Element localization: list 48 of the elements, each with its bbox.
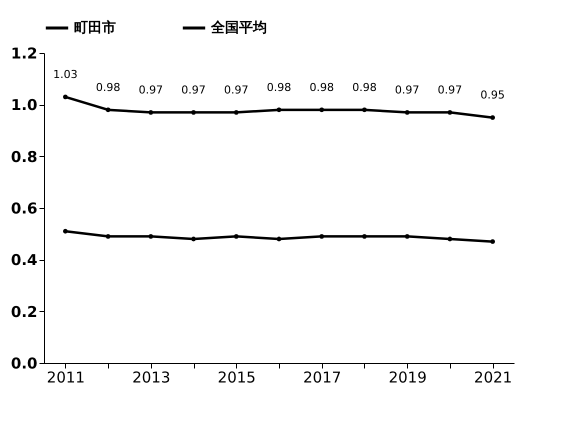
data-label: 0.97 xyxy=(138,83,164,96)
point xyxy=(106,107,110,112)
point xyxy=(490,115,495,120)
x-tick-label: 2011 xyxy=(46,368,85,386)
point xyxy=(404,234,410,239)
data-label: 0.97 xyxy=(181,83,206,96)
data-label: 0.98 xyxy=(96,80,120,94)
data-label: 0.97 xyxy=(394,83,420,96)
point xyxy=(191,110,196,115)
data-label: 0.98 xyxy=(266,80,292,94)
y-tick-label: 1.0 xyxy=(10,96,38,114)
point xyxy=(276,107,282,112)
data-label: 0.98 xyxy=(352,80,377,94)
data-label: 0.97 xyxy=(224,83,249,96)
point xyxy=(448,110,452,115)
point xyxy=(362,234,367,239)
x-tick-label: 2017 xyxy=(303,368,342,386)
point xyxy=(191,236,196,242)
y-tick-label: 0.8 xyxy=(10,148,38,166)
legend-label: 全国平均 xyxy=(210,20,267,36)
point xyxy=(63,228,68,234)
x-tick-label: 2021 xyxy=(474,368,512,386)
point xyxy=(448,236,452,242)
point xyxy=(319,234,324,239)
point xyxy=(148,234,154,239)
point xyxy=(319,107,324,112)
point xyxy=(490,239,495,244)
y-tick-label: 0.4 xyxy=(10,251,38,270)
data-label: 1.03 xyxy=(53,68,78,81)
point xyxy=(148,110,154,115)
x-tick-label: 2019 xyxy=(388,368,427,386)
y-tick-label: 0.2 xyxy=(10,302,38,321)
x-tick-label: 2013 xyxy=(132,368,170,386)
point xyxy=(106,234,110,239)
point xyxy=(362,107,367,112)
y-tick-label: 1.2 xyxy=(10,44,38,62)
point xyxy=(234,110,239,115)
y-tick-label: 0.6 xyxy=(10,200,38,218)
legend-label: 町田市 xyxy=(74,19,116,36)
data-label: 0.95 xyxy=(480,88,505,102)
y-tick-label: 0.0 xyxy=(10,354,38,372)
data-label: 0.97 xyxy=(438,83,462,96)
point xyxy=(234,234,239,239)
point xyxy=(63,94,68,100)
x-tick-label: 2015 xyxy=(218,368,256,386)
point xyxy=(404,110,410,115)
data-label: 0.98 xyxy=(309,80,334,94)
point xyxy=(276,236,282,242)
